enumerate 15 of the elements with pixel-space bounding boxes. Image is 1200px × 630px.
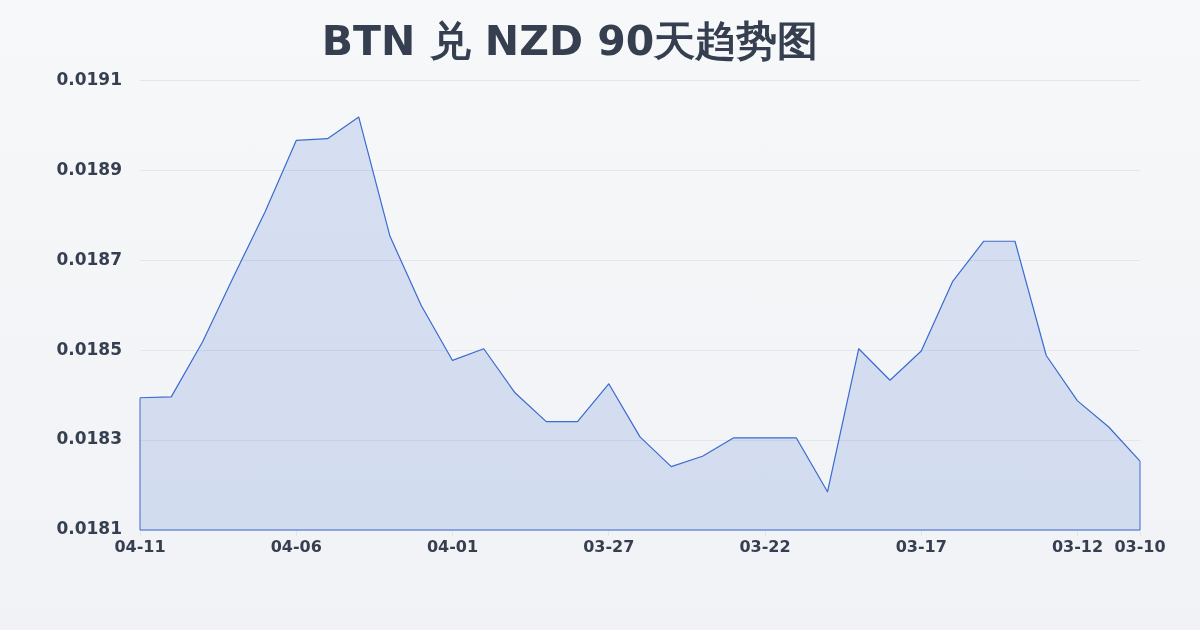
y-tick-label: 0.0185 [56,338,122,359]
x-tick-label: 04-01 [426,536,479,556]
y-tick-label: 0.0187 [56,248,122,269]
chart-title: BTN 兑 NZD 90天趋势图 [321,17,819,66]
x-tick-label: 03-10 [1114,536,1166,556]
y-tick-label: 0.0181 [56,518,122,539]
x-tick-label: 03-12 [1051,536,1104,556]
x-tick-label: 03-22 [739,536,791,556]
y-tick-label: 0.0191 [56,68,122,89]
x-tick-label: 04-06 [270,536,322,556]
x-tick-label: 04-11 [114,536,166,556]
y-tick-label: 0.0183 [56,428,122,449]
y-tick-label: 0.0189 [56,158,122,179]
x-tick-label: 03-17 [895,536,947,556]
x-tick-label: 03-27 [583,536,635,556]
